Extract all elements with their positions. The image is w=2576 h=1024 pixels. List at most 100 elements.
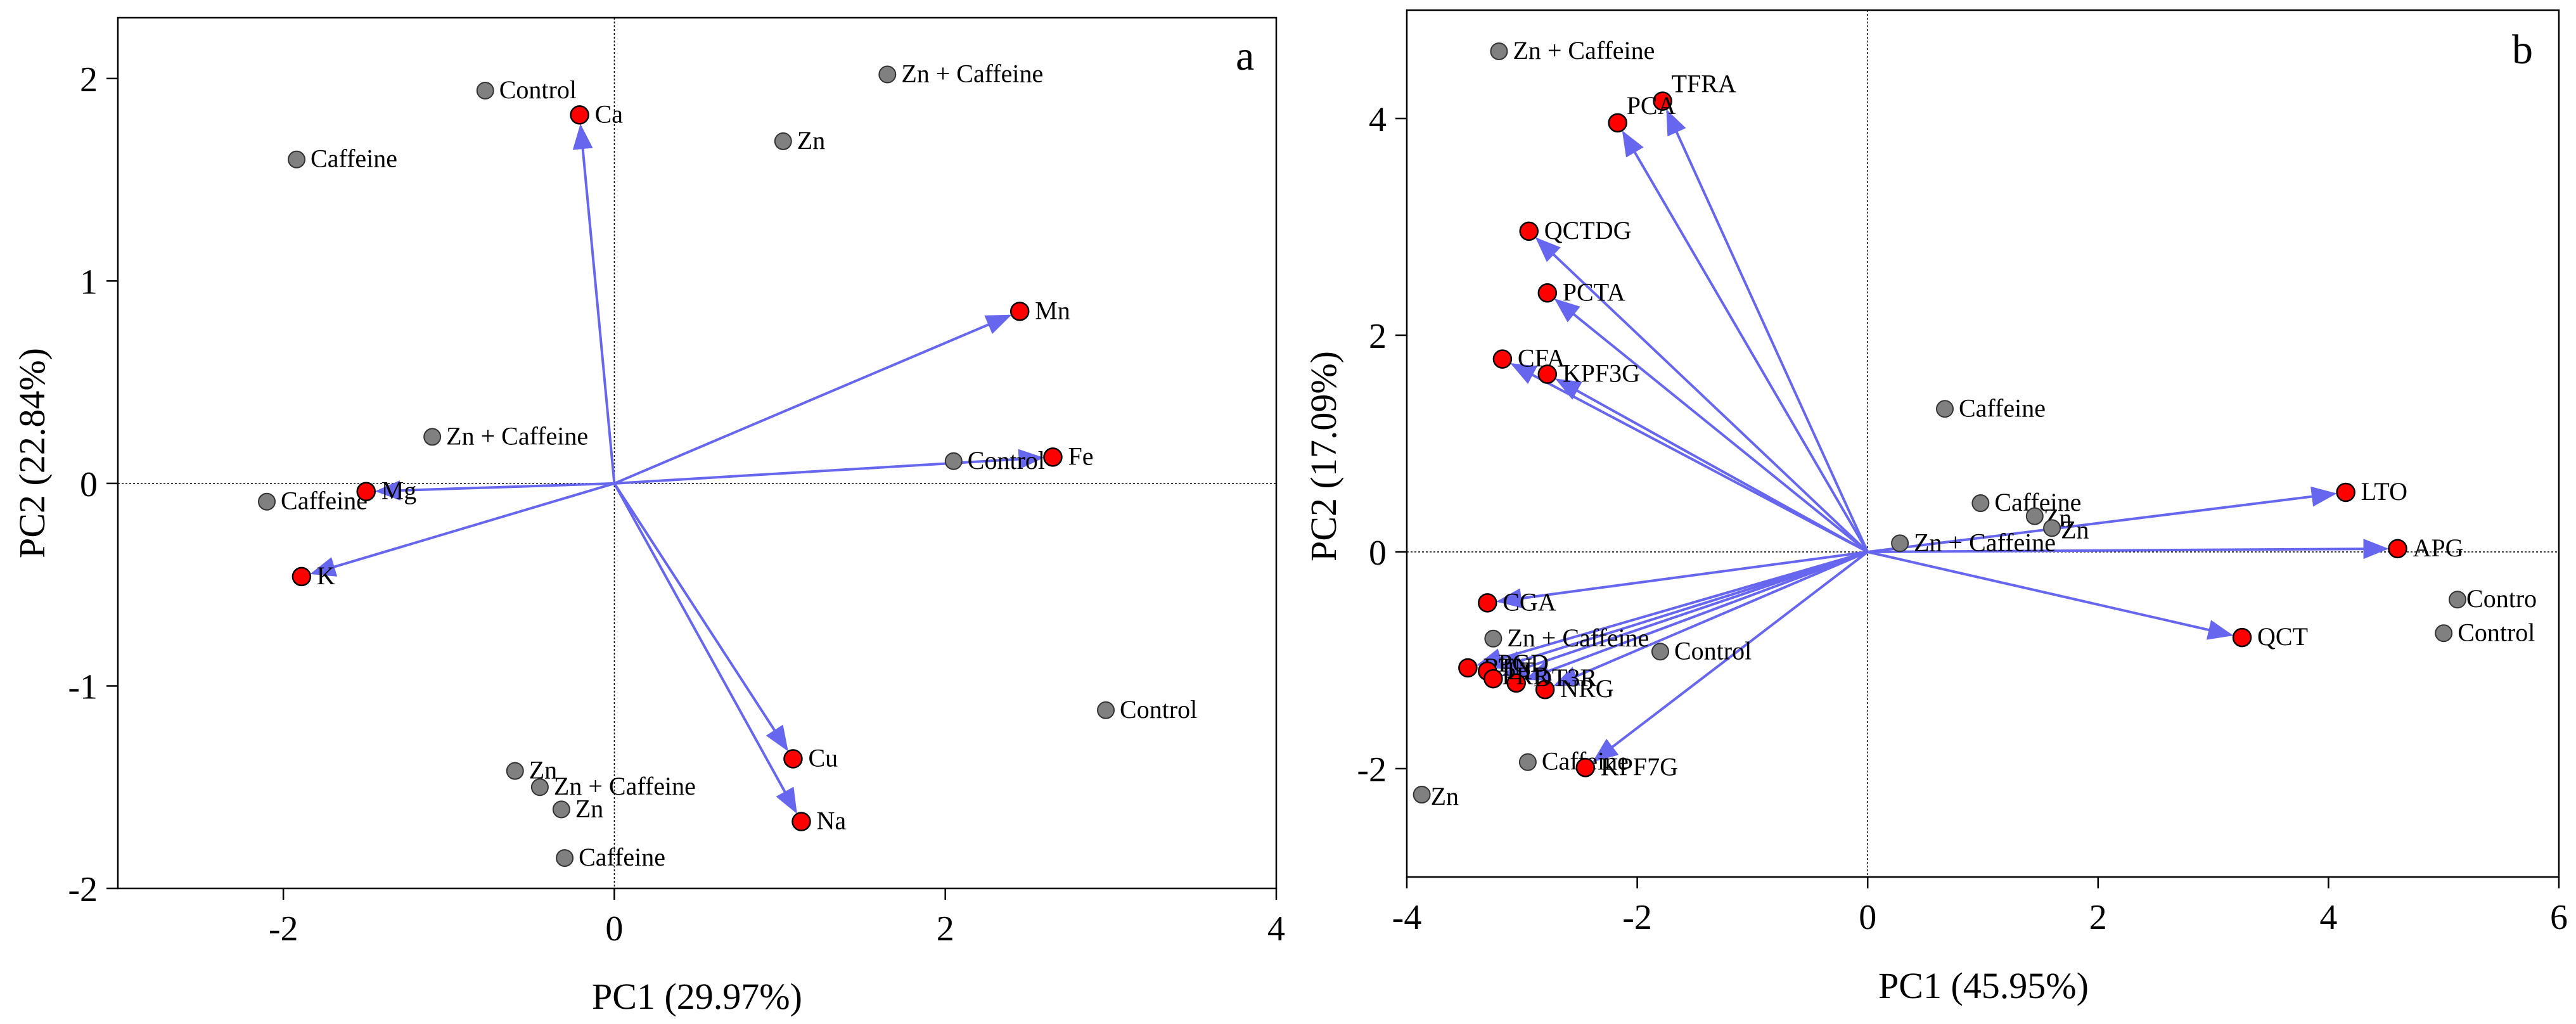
loading-arrow-ca	[572, 124, 616, 484]
sample-point-control	[1097, 701, 1115, 719]
tick-marks-b: -4 -2 0 2 4 6 -2 0 2 4	[1357, 100, 2568, 937]
overlap-label-lt: LT	[1507, 656, 1535, 685]
x-tick-label: 4	[2319, 898, 2337, 937]
x-axis-title-a: PC1 (29.97%)	[592, 976, 802, 1017]
plot-frame-a	[117, 16, 1278, 890]
variable-point-nrg	[1535, 679, 1555, 700]
variable-point-qct	[2232, 627, 2252, 648]
variable-point-rtn	[1458, 658, 1478, 678]
panel-letter-a: a	[1236, 33, 1254, 79]
variable-points-b: TFRAPCAQCTDGPCTACFAKPF3GLTOAPGQCTCGARTNN…	[1458, 70, 2464, 781]
overlap-label-dt3r: DT3R	[1534, 663, 1597, 692]
variable-point-kpf7g	[1575, 758, 1596, 778]
variable-point-unlabeled	[1483, 669, 1503, 689]
sample-point-zn	[774, 132, 792, 150]
y-tick-label: 4	[1369, 100, 1387, 139]
variable-point-mg	[356, 482, 376, 501]
variable-point-mn	[1009, 302, 1030, 321]
panel-letter-b: b	[2512, 27, 2533, 73]
y-tick-label: -2	[1357, 750, 1387, 790]
tick-marks-a: -2 0 2 4 -2 -1 0 1 2	[68, 60, 1285, 949]
sample-point-zn-caffeine	[1484, 629, 1503, 648]
sample-point-zn	[2025, 507, 2044, 525]
sample-point-zn-caffeine	[530, 778, 549, 797]
x-tick-label: 0	[605, 909, 623, 949]
sample-label-caffeine: Caffeine	[281, 487, 368, 515]
plot-frame-b	[1406, 9, 2560, 878]
sample-point-zn-caffeine	[423, 428, 442, 446]
y-tick-label: 1	[80, 262, 98, 302]
sample-label-control: Control	[1674, 636, 1752, 665]
sample-point-control	[1651, 643, 1669, 661]
loading-arrow-tfra	[1666, 109, 1869, 553]
variable-point-pca	[1608, 113, 1627, 133]
loading-arrow-cga	[1496, 551, 1868, 609]
loading-arrow-pca	[1622, 130, 1869, 553]
loading-arrow-cu	[613, 482, 788, 752]
y-tick-label: -2	[68, 870, 98, 909]
variable-label-qct: QCT	[2257, 622, 2308, 651]
sample-point-caffeine	[556, 849, 574, 867]
variable-label-mn: Mn	[1035, 296, 1070, 324]
sample-label-control: Control	[1120, 695, 1197, 724]
sample-label-zn-caffeine: Zn + Caffeine	[446, 421, 588, 450]
zero-lines-a	[118, 18, 1276, 888]
variable-label-qctdg: QCTDG	[1544, 216, 1632, 245]
variable-point-unlabeled	[1506, 673, 1526, 693]
sample-point-zn-caffeine	[1891, 534, 1909, 553]
loading-arrow-fe	[614, 449, 1044, 485]
y-axis-title-a: PC2 (22.84%)	[11, 348, 53, 558]
variable-label-lto: LTO	[2361, 477, 2407, 506]
sample-point-zn-caffeine	[878, 65, 897, 84]
y-tick-label: 0	[80, 465, 98, 504]
variable-label-cu: Cu	[808, 743, 838, 772]
variable-label-k: K	[317, 561, 335, 590]
loading-arrow-mg	[375, 480, 615, 501]
x-tick-label: -4	[1392, 898, 1422, 937]
variable-point-qctdg	[1519, 221, 1539, 241]
sample-label-caffeine: Caffeine	[579, 843, 665, 871]
overlap-label-pgd: PGD	[1498, 649, 1549, 677]
sample-point-zn	[552, 800, 570, 819]
sample-point-caffeine	[288, 150, 306, 169]
x-tick-label: 0	[1859, 898, 1876, 937]
variable-label-pcta: PCTA	[1563, 278, 1625, 306]
variable-point-cfa	[1492, 349, 1513, 369]
variable-point-cga	[1478, 593, 1497, 613]
sample-point-control	[2435, 624, 2453, 643]
sample-point-zn	[506, 762, 524, 780]
x-tick-label: 4	[1267, 909, 1285, 949]
variable-label-mg: Mg	[381, 477, 417, 505]
variable-point-k	[292, 566, 312, 587]
sample-label-zn: Zn	[2061, 515, 2089, 544]
sample-label-caffeine: Caffeine	[311, 144, 397, 173]
sample-label-control: Control	[968, 446, 1045, 475]
variable-point-cu	[783, 749, 803, 769]
loading-arrow-qct	[1867, 551, 2234, 640]
sample-point-caffeine	[1518, 753, 1537, 771]
biplot-panel-a: -2 0 2 4 -2 -1 0 1 2 Control Zn + Caffeine Caffein…	[11, 16, 1285, 1017]
x-tick-label: -2	[269, 909, 298, 949]
variable-label-ca: Ca	[595, 99, 624, 128]
loading-arrow-lto	[1867, 486, 2337, 553]
sample-label-contro: Contro	[2466, 584, 2537, 613]
sample-point-zn	[1413, 786, 1431, 804]
loading-arrows-b	[1476, 109, 2389, 762]
variable-label-fe: Fe	[1068, 442, 1093, 470]
variable-label-na: Na	[817, 807, 847, 835]
x-axis-title-b: PC1 (45.95%)	[1878, 965, 2089, 1006]
variable-point-tfra	[1653, 91, 1672, 111]
variable-label-pca: PCA	[1627, 91, 1676, 120]
sample-point-zn-caffeine	[1490, 42, 1508, 60]
y-axis-title-b: PC2 (17.09%)	[1303, 351, 1344, 561]
sample-point-caffeine	[1936, 400, 1954, 418]
variable-label-kpf7g: KPF7G	[1601, 752, 1678, 781]
sample-label-zn-caffeine: Zn + Caffeine	[1914, 528, 2056, 556]
variable-point-kpf3g	[1537, 364, 1558, 384]
x-tick-label: 2	[2089, 898, 2107, 937]
y-tick-label: -1	[68, 667, 98, 707]
y-tick-label: 2	[1369, 317, 1387, 356]
